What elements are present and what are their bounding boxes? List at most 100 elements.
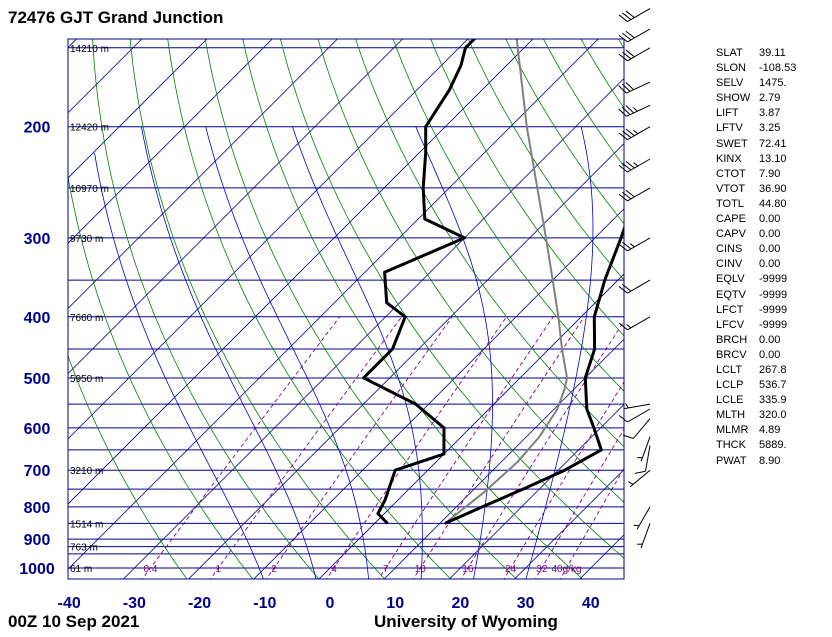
index-row: CTOT 7.90 [716, 167, 796, 182]
index-key: CAPV [716, 228, 746, 241]
pressure-tick-label: 800 [24, 500, 51, 517]
height-label: 763 m [70, 543, 98, 554]
index-value: 0.00 [759, 333, 781, 346]
index-value: 3.25 [759, 122, 781, 135]
mixing-ratio-line [412, 316, 585, 579]
wind-barb-staff [627, 408, 651, 423]
index-value: 2.79 [759, 92, 781, 105]
height-label: 9730 m [70, 234, 103, 245]
index-row: CINV 0.00 [716, 257, 796, 272]
index-value: 5889. [759, 439, 787, 452]
plot-labels: 1002003004005006007008009001000-40-30-20… [19, 44, 600, 612]
index-value: -9999 [759, 288, 788, 301]
isotherm-line [68, 39, 534, 505]
isotherm-line [188, 143, 624, 579]
wind-barb-full [625, 128, 635, 137]
index-row: SLAT 39.11 [716, 46, 796, 61]
wind-barb-half [633, 524, 640, 527]
mixing-ratio-label: 7 [383, 564, 389, 575]
isotherm-line [68, 39, 273, 244]
index-row: LFTV 3.25 [716, 121, 796, 136]
index-row: LCLP 536.7 [716, 378, 796, 393]
index-value: 13.10 [759, 152, 787, 165]
pressure-tick-label: 900 [24, 532, 51, 549]
index-row: BRCH 0.00 [716, 333, 796, 348]
index-value: 4.89 [759, 424, 781, 437]
index-value: 44.80 [759, 197, 787, 210]
index-row: LIFT 3.87 [716, 106, 796, 121]
wind-barb [618, 316, 651, 331]
index-value: -9999 [759, 273, 788, 286]
index-key: LFCV [716, 318, 745, 331]
wind-barb [618, 8, 651, 23]
index-key: PWAT [716, 454, 747, 467]
wind-barb-staff [627, 28, 651, 43]
index-key: CTOT [716, 167, 746, 180]
height-label: 1514 m [70, 519, 103, 530]
index-key: LFTV [716, 122, 743, 135]
wind-barb-full [622, 434, 634, 439]
wind-barb-full [622, 12, 632, 20]
index-key: EQTV [716, 288, 746, 301]
index-value: -108.53 [759, 62, 797, 75]
wind-barb-staff [627, 126, 651, 141]
index-value: 320.0 [759, 409, 787, 422]
index-value: -9999 [759, 303, 788, 316]
height-label: 5950 m [70, 374, 103, 385]
dry-adiabat [392, 39, 624, 392]
index-row: THCK 5889. [716, 438, 796, 453]
index-row: SELV 1475. [716, 76, 796, 91]
temperature-tick-label: 20 [452, 595, 470, 612]
index-row: BRCV 0.00 [716, 348, 796, 363]
height-label: 7660 m [70, 313, 103, 324]
wind-barb-half [629, 243, 635, 248]
index-value: 0.00 [759, 348, 781, 361]
index-value: 8.90 [759, 454, 781, 467]
index-row: CINS 0.00 [716, 242, 796, 257]
isotherm-line [383, 338, 624, 579]
wind-barb [618, 47, 651, 62]
wind-barb-full [618, 414, 628, 423]
wind-barb-staff [624, 403, 651, 410]
index-key: LFCT [716, 303, 744, 316]
moist-adiabat [292, 126, 423, 579]
isotherm-line [122, 77, 624, 579]
index-value: 1475. [759, 77, 787, 90]
dry-adiabat [505, 39, 624, 225]
index-key: SWET [716, 137, 748, 150]
wind-barb [618, 408, 651, 423]
index-key: CINS [716, 243, 743, 256]
mixing-ratio-label: 2 [271, 564, 277, 575]
index-value: 267.8 [759, 363, 787, 376]
pressure-tick-label: 400 [24, 310, 51, 327]
wind-barb [618, 237, 651, 252]
wind-barb-staff [627, 279, 651, 294]
index-row: LCLT 267.8 [716, 363, 796, 378]
wind-barb-staff [626, 81, 651, 94]
pressure-tick-label: 1000 [19, 561, 55, 578]
wind-barb [637, 523, 651, 549]
source-label: University of Wyoming [374, 612, 558, 631]
moist-adiabat [415, 126, 493, 579]
dry-adiabat [430, 39, 624, 337]
pressure-tick-label: 200 [24, 120, 51, 137]
indices-table: SLAT 39.11 SLON -108.53 SELV 1475. SHOW 2.79 LIF… [716, 46, 796, 469]
wind-barb-full [618, 34, 628, 43]
index-key: TOTL [716, 197, 744, 210]
wind-barb-full [625, 81, 635, 91]
isotherm-line [68, 39, 143, 114]
moist-adiabat [205, 126, 369, 579]
wind-barb-full [622, 32, 632, 41]
temperature-tick-label: -30 [123, 595, 146, 612]
wind-barb-staff [640, 523, 651, 549]
index-key: BRCH [716, 333, 748, 346]
wind-barb-full [618, 164, 628, 173]
pressure-tick-label: 700 [24, 463, 51, 480]
wind-barb-full [622, 284, 632, 292]
dry-adiabat [129, 39, 386, 579]
wind-barb [624, 403, 651, 410]
index-key: KINX [716, 152, 742, 165]
isotherm-line [68, 39, 78, 49]
wind-barb-staff [627, 316, 651, 331]
dry-adiabat [280, 39, 624, 559]
